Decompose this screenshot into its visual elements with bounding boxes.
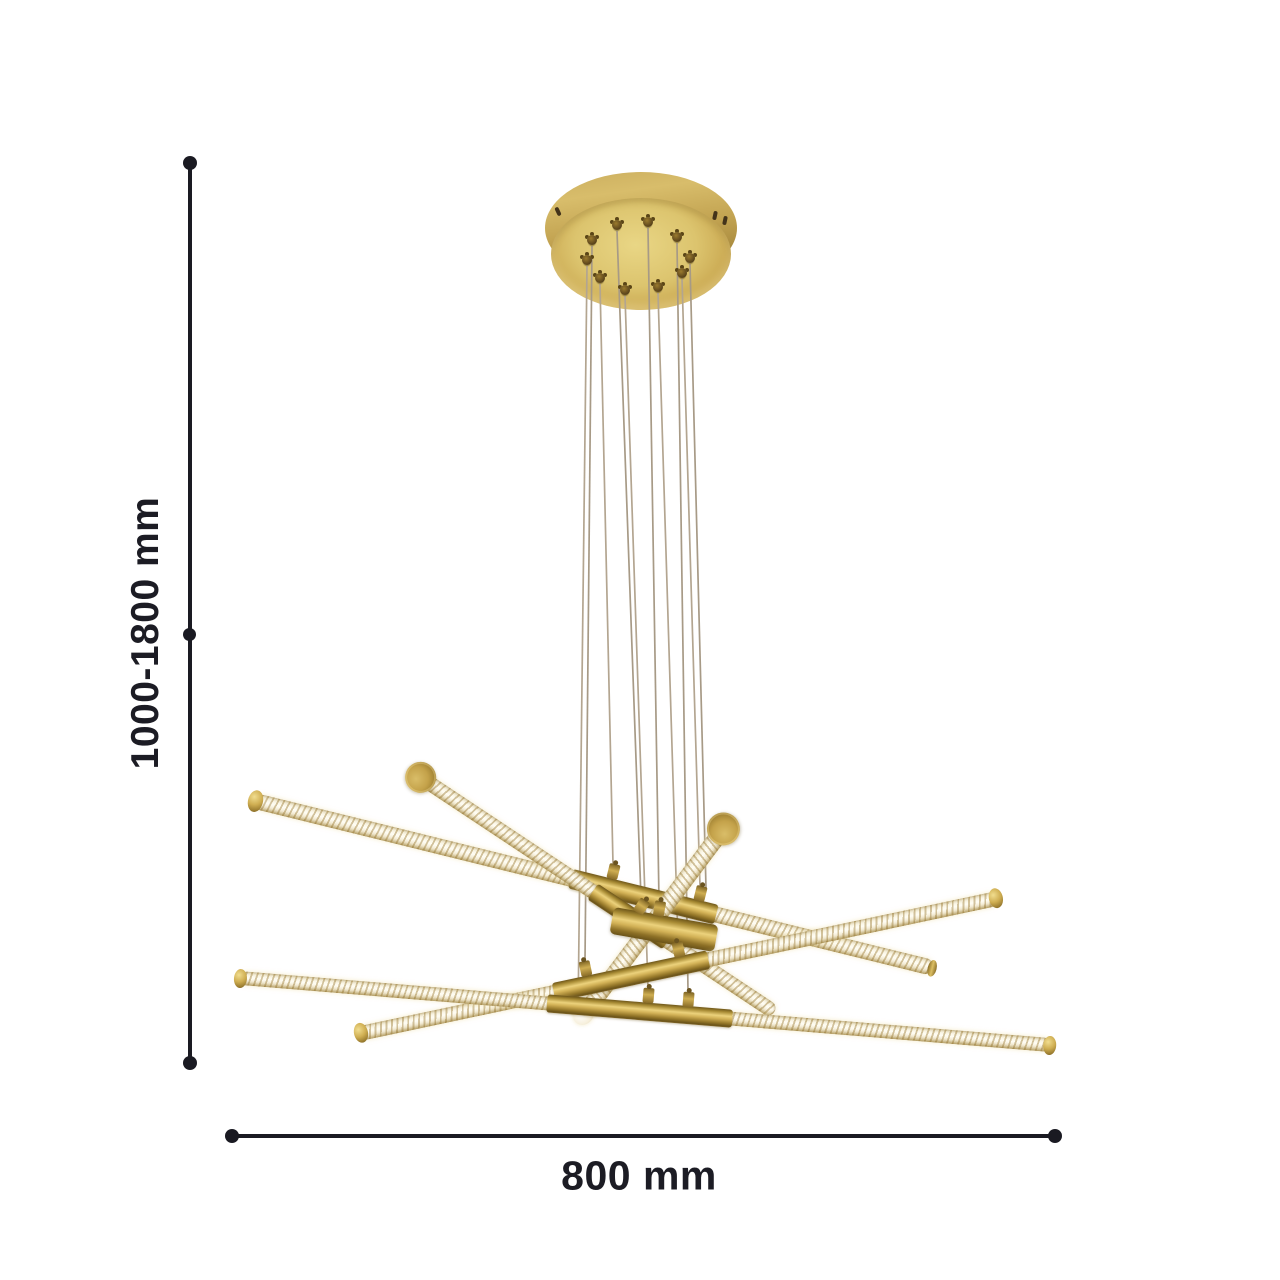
canopy-screw-fitting [685, 253, 695, 263]
dimension-endpoint-dot [1048, 1129, 1062, 1143]
suspension-wire [599, 283, 614, 865]
suspension-wire [657, 292, 679, 942]
wire-clamp [681, 987, 695, 1007]
suspension-wire [689, 263, 707, 889]
height-dimension-line [188, 163, 192, 1063]
suspension-wire [647, 227, 660, 902]
dimension-endpoint-dot [225, 1129, 239, 1143]
canopy-screw-fitting [643, 217, 653, 227]
clamp-screw [612, 859, 619, 866]
canopy-screw-fitting [595, 273, 605, 283]
canopy-screw-fitting [653, 282, 663, 292]
width-dimension-line [232, 1134, 1055, 1138]
wire-clamp [578, 956, 592, 977]
canopy-underside [551, 198, 731, 310]
clamp-screw [580, 956, 587, 963]
canopy-screw-fitting [677, 268, 687, 278]
suspension-wire [584, 245, 593, 962]
clamp-screw [657, 896, 664, 903]
suspension-wire [624, 295, 649, 989]
canopy-screw-fitting [620, 285, 630, 295]
clamp-screw [673, 937, 680, 944]
suspension-wire [681, 278, 701, 887]
dimension-endpoint-dot [183, 1056, 197, 1070]
canopy-screw-fitting [587, 235, 597, 245]
canopy-screw-fitting [582, 255, 592, 265]
dimension-mid-dot [183, 628, 196, 641]
height-dimension-label: 1000-1800 mm [124, 496, 167, 770]
clamp-screw [699, 881, 706, 888]
canopy-screw-fitting [672, 232, 682, 242]
dimension-endpoint-dot [183, 156, 197, 170]
wire-clamp [671, 937, 685, 958]
clamp-screw [646, 983, 652, 989]
wire-clamp [652, 896, 666, 917]
width-dimension-label: 800 mm [561, 1152, 717, 1199]
wire-clamp [641, 983, 655, 1003]
suspension-wire [616, 230, 642, 899]
canopy-screw-fitting [612, 220, 622, 230]
clamp-screw [686, 987, 692, 993]
